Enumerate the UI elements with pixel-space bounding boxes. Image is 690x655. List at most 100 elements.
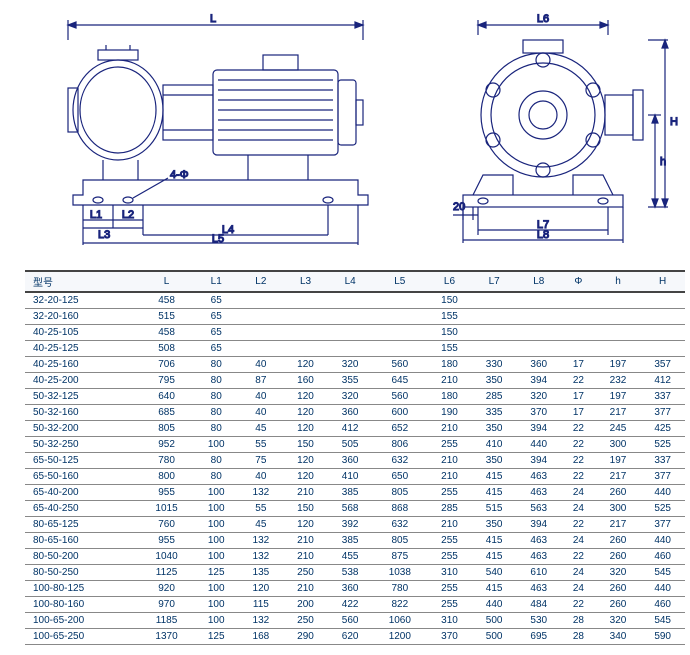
table-cell: 180	[427, 357, 472, 373]
table-cell: 150	[283, 501, 328, 517]
table-cell: 868	[372, 501, 427, 517]
table-cell: 22	[561, 549, 596, 565]
table-cell: 377	[640, 517, 685, 533]
table-cell: 620	[328, 629, 373, 645]
table-row: 80-65-1257601004512039263221035039422217…	[25, 517, 685, 533]
table-cell: 632	[372, 517, 427, 533]
table-row: 65-50-1257808075120360632210350394221973…	[25, 453, 685, 469]
table-cell: 538	[328, 565, 373, 581]
table-cell: 415	[472, 549, 517, 565]
table-cell	[516, 341, 561, 357]
table-cell	[561, 309, 596, 325]
table-cell	[283, 292, 328, 309]
table-cell: 463	[516, 485, 561, 501]
table-cell: 210	[427, 373, 472, 389]
table-cell: 875	[372, 549, 427, 565]
table-cell: 652	[372, 421, 427, 437]
table-cell: 460	[640, 549, 685, 565]
table-cell: 24	[561, 533, 596, 549]
table-row: 65-40-2501015100551505688682855155632430…	[25, 501, 685, 517]
dim-L6: L6	[536, 13, 548, 25]
table-cell: 65-40-200	[25, 485, 139, 501]
table-cell: 385	[328, 485, 373, 501]
table-cell: 370	[516, 405, 561, 421]
table-cell: 360	[516, 357, 561, 373]
table-cell	[239, 325, 284, 341]
table-cell: 22	[561, 469, 596, 485]
table-cell: 17	[561, 389, 596, 405]
table-cell: 640	[139, 389, 194, 405]
table-cell: 525	[640, 501, 685, 517]
table-cell: 22	[561, 373, 596, 389]
dim-L1: L1	[89, 209, 101, 221]
table-cell: 463	[516, 549, 561, 565]
table-cell	[283, 341, 328, 357]
table-cell: 806	[372, 437, 427, 453]
table-cell	[561, 325, 596, 341]
table-cell	[239, 341, 284, 357]
table-cell: 285	[472, 389, 517, 405]
table-cell: 463	[516, 469, 561, 485]
table-cell: 80-50-250	[25, 565, 139, 581]
table-cell: 357	[640, 357, 685, 373]
table-cell: 210	[283, 485, 328, 501]
table-cell: 310	[427, 613, 472, 629]
table-cell: 560	[372, 357, 427, 373]
table-cell: 285	[427, 501, 472, 517]
table-cell	[516, 309, 561, 325]
table-cell: 50-32-200	[25, 421, 139, 437]
table-cell: 250	[283, 565, 328, 581]
table-row: 32-20-16051565155	[25, 309, 685, 325]
table-cell: 1125	[139, 565, 194, 581]
table-cell: 132	[239, 485, 284, 501]
table-cell: 210	[283, 581, 328, 597]
table-row: 80-50-2501125125135250538103831054061024…	[25, 565, 685, 581]
table-cell: 100-65-200	[25, 613, 139, 629]
table-cell	[596, 309, 641, 325]
table-row: 65-50-1608008040120410650210415463222173…	[25, 469, 685, 485]
table-cell: 100	[194, 613, 239, 629]
table-cell: 337	[640, 453, 685, 469]
table-cell: 394	[516, 373, 561, 389]
table-cell: 55	[239, 437, 284, 453]
table-cell	[472, 341, 517, 357]
table-cell: 40	[239, 357, 284, 373]
table-cell: 100	[194, 517, 239, 533]
table-cell: 1040	[139, 549, 194, 565]
table-cell: 530	[516, 613, 561, 629]
table-cell: 65	[194, 309, 239, 325]
table-cell: 525	[640, 437, 685, 453]
table-row: 50-32-2509521005515050580625541044022300…	[25, 437, 685, 453]
table-cell: 125	[194, 565, 239, 581]
table-cell	[328, 341, 373, 357]
table-cell: 210	[427, 453, 472, 469]
table-cell	[328, 292, 373, 309]
table-cell: 394	[516, 453, 561, 469]
table-cell: 463	[516, 533, 561, 549]
table-cell: 80	[194, 405, 239, 421]
table-cell: 45	[239, 421, 284, 437]
table-cell: 17	[561, 405, 596, 421]
table-cell: 50-32-125	[25, 389, 139, 405]
table-cell: 17	[561, 357, 596, 373]
table-cell: 55	[239, 501, 284, 517]
table-cell: 75	[239, 453, 284, 469]
table-cell: 458	[139, 325, 194, 341]
table-cell: 455	[328, 549, 373, 565]
table-cell	[372, 292, 427, 309]
table-cell: 385	[328, 533, 373, 549]
table-row: 100-80-125920100120210360780255415463242…	[25, 581, 685, 597]
table-cell: 563	[516, 501, 561, 517]
table-cell: 425	[640, 421, 685, 437]
table-cell: 440	[640, 485, 685, 501]
table-cell: 410	[472, 437, 517, 453]
table-cell: 197	[596, 357, 641, 373]
table-cell: 415	[472, 533, 517, 549]
table-cell: 600	[372, 405, 427, 421]
table-cell: 795	[139, 373, 194, 389]
table-cell: 805	[372, 533, 427, 549]
table-cell: 210	[427, 469, 472, 485]
table-cell: 65-40-250	[25, 501, 139, 517]
table-cell: 100	[194, 533, 239, 549]
table-cell: 505	[328, 437, 373, 453]
